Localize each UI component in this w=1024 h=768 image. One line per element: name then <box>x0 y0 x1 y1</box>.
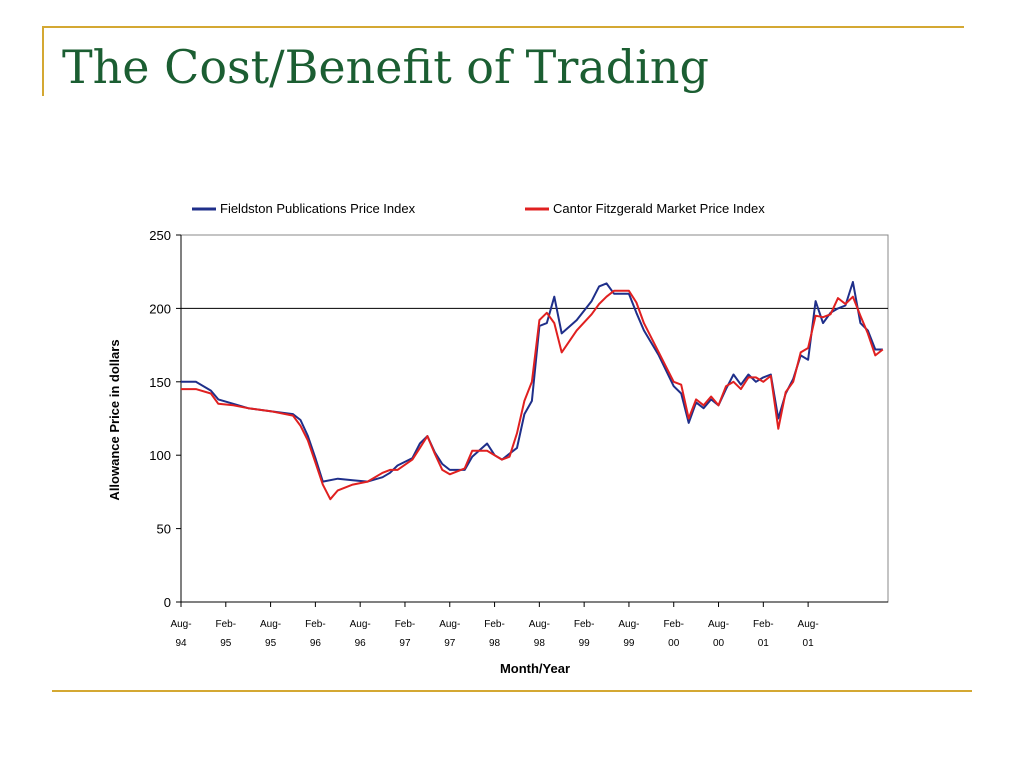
title-rule-left <box>42 26 44 96</box>
chart-legend: Fieldston Publications Price Index Cantor… <box>192 201 765 216</box>
x-tick-label: 95 <box>265 638 277 649</box>
x-tick-label: Aug- <box>350 619 371 630</box>
x-tick-label: Aug- <box>618 619 639 630</box>
y-tick-label: 100 <box>149 448 171 463</box>
slide-title: The Cost/Benefit of Trading <box>62 40 709 94</box>
x-axis-label: Month/Year <box>500 661 570 676</box>
x-tick-label: 97 <box>399 638 411 649</box>
y-tick-label: 0 <box>164 595 171 610</box>
bottom-rule <box>52 690 972 692</box>
series-line-cantor <box>181 289 884 501</box>
y-tick-label: 150 <box>149 375 171 390</box>
x-tick-label: Aug- <box>798 619 819 630</box>
y-axis: 0 50 100 150 200 250 <box>149 228 181 610</box>
x-tick-label: 99 <box>623 638 635 649</box>
x-tick-label: Aug- <box>439 619 460 630</box>
x-axis: Aug- 94 Feb- 95 Aug- 95 Feb- 96 Aug- 96 Feb- 97 Aug-… <box>170 602 819 649</box>
legend-label: Fieldston Publications Price Index <box>220 201 416 216</box>
y-tick-label: 200 <box>149 301 171 316</box>
x-tick-label: Feb- <box>305 619 326 630</box>
x-tick-label: Aug- <box>708 619 729 630</box>
x-tick-label: 96 <box>310 638 322 649</box>
x-tick-label: 01 <box>758 638 770 649</box>
x-tick-label: 96 <box>355 638 367 649</box>
x-tick-label: 99 <box>579 638 591 649</box>
x-tick-label: Feb- <box>216 619 237 630</box>
x-tick-label: Feb- <box>395 619 416 630</box>
y-tick-label: 50 <box>157 522 171 537</box>
x-tick-label: 98 <box>489 638 501 649</box>
legend-label: Cantor Fitzgerald Market Price Index <box>553 201 765 216</box>
plot-area <box>180 234 889 603</box>
x-tick-label: 00 <box>713 638 725 649</box>
x-tick-label: Feb- <box>663 619 684 630</box>
title-rule-top <box>42 26 964 28</box>
y-tick-label: 250 <box>149 228 171 243</box>
y-axis-label: Allowance Price in dollars <box>107 339 122 500</box>
x-tick-label: 00 <box>668 638 680 649</box>
x-tick-label: Aug- <box>260 619 281 630</box>
x-tick-label: 98 <box>534 638 546 649</box>
x-tick-label: 95 <box>220 638 232 649</box>
x-tick-label: 94 <box>175 638 187 649</box>
series-layer <box>181 281 884 501</box>
x-tick-label: Aug- <box>170 619 191 630</box>
legend-item: Fieldston Publications Price Index <box>192 201 416 216</box>
x-tick-label: Feb- <box>484 619 505 630</box>
x-tick-label: Feb- <box>574 619 595 630</box>
x-tick-label: 01 <box>803 638 815 649</box>
legend-item: Cantor Fitzgerald Market Price Index <box>525 201 765 216</box>
plot-frame <box>180 234 889 603</box>
x-tick-label: Aug- <box>529 619 550 630</box>
x-tick-label: Feb- <box>753 619 774 630</box>
x-tick-label: 97 <box>444 638 456 649</box>
